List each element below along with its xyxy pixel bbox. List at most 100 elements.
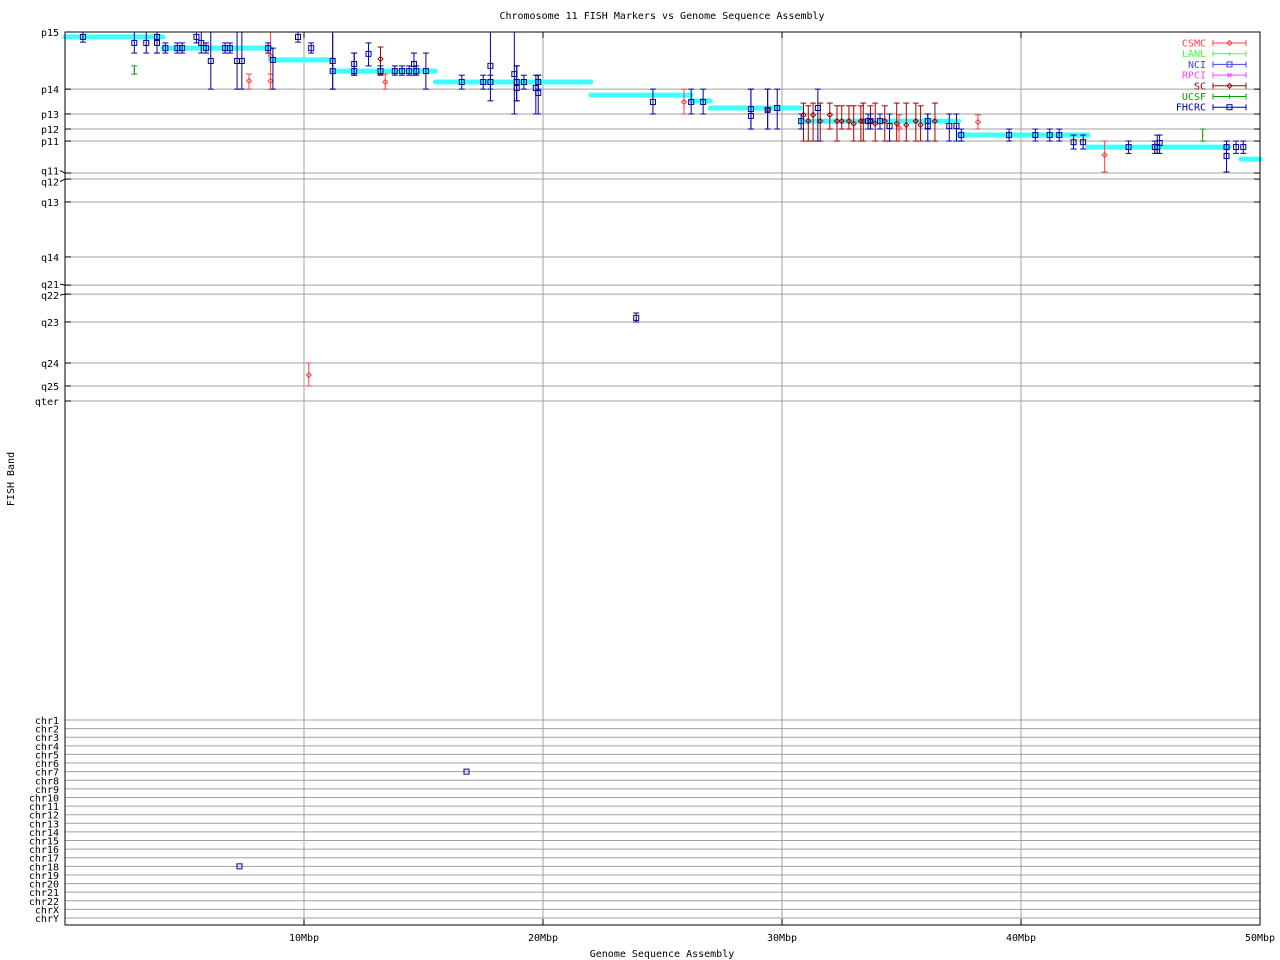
legend-label: NCI (1188, 60, 1206, 71)
point-marker (876, 118, 883, 125)
point-marker (903, 121, 910, 129)
band-label-leader (59, 170, 66, 174)
point-marker (308, 45, 315, 52)
point-marker (382, 78, 389, 86)
band-label: p11 (41, 137, 59, 148)
legend-label: LANL (1182, 49, 1206, 60)
point-marker (305, 371, 312, 379)
point-marker (238, 57, 245, 64)
chromosome-label: chr21 (29, 888, 59, 899)
point-marker (520, 79, 527, 86)
data-point (903, 102, 910, 142)
band-label: p13 (41, 110, 59, 121)
point-marker (1233, 144, 1240, 151)
point-marker (131, 39, 138, 46)
data-point (876, 113, 883, 130)
point-marker (1006, 132, 1013, 139)
data-point (1056, 128, 1063, 142)
chromosome-label: chrY (35, 914, 59, 925)
data-point (377, 65, 384, 76)
data-point (245, 73, 253, 90)
point-marker (1156, 139, 1163, 146)
point-marker (487, 62, 494, 69)
point-marker (410, 60, 417, 67)
data-point (1070, 134, 1077, 150)
x-tick-label: 40Mbp (1006, 933, 1036, 944)
data-point (809, 102, 817, 142)
band-label-leader (59, 293, 66, 296)
point-marker (295, 33, 302, 40)
data-point (513, 65, 520, 102)
point-marker (881, 117, 888, 125)
data-points (79, 31, 1247, 870)
chromosome-label: chr12 (29, 811, 59, 822)
data-point (131, 31, 138, 54)
point-marker (143, 39, 150, 46)
point-marker (826, 111, 834, 119)
chromosome-label: chr3 (35, 733, 59, 744)
point-marker (747, 112, 754, 119)
legend-marker (1226, 104, 1233, 111)
band-label: q23 (41, 318, 59, 329)
data-point (226, 42, 233, 54)
data-point (520, 74, 527, 90)
point-marker (422, 68, 429, 75)
data-point (305, 362, 312, 387)
point-marker (633, 314, 640, 321)
point-marker (207, 57, 214, 64)
point-marker (391, 68, 398, 75)
point-marker (413, 68, 420, 75)
chromosome-label: chr5 (35, 750, 59, 761)
point-marker (269, 56, 276, 63)
series-ucsf (131, 65, 1206, 142)
point-marker (974, 118, 982, 126)
data-point (295, 31, 302, 43)
data-point (458, 74, 465, 90)
legend-entry-nci: NCI (1188, 60, 1247, 71)
data-point (680, 88, 688, 115)
data-point (814, 88, 821, 142)
legend-marker (1226, 61, 1233, 68)
point-marker (480, 79, 487, 86)
data-point (1101, 140, 1108, 173)
point-marker (535, 89, 542, 96)
data-point (480, 74, 487, 90)
data-point (1199, 128, 1206, 142)
band-label: qter (35, 397, 59, 408)
point-marker (226, 45, 233, 52)
point-marker (924, 123, 931, 130)
data-point (886, 113, 893, 142)
x-tick-label: 50Mbp (1245, 933, 1275, 944)
chromosome-label: chr22 (29, 897, 59, 908)
data-point (867, 113, 874, 130)
data-point (1240, 140, 1247, 154)
point-marker (805, 117, 812, 125)
point-marker (406, 68, 413, 75)
data-point (917, 105, 924, 142)
legend-label: SC (1194, 81, 1206, 92)
point-marker (680, 98, 688, 106)
data-point (974, 114, 982, 130)
data-point (764, 88, 771, 130)
chromosome-label: chr15 (29, 837, 59, 848)
gridlines (65, 32, 1261, 925)
data-point (931, 102, 939, 142)
chromosome-label: chr4 (35, 742, 59, 753)
x-axis-label: Genome Sequence Assembly (590, 949, 735, 960)
legend-label: RPCI (1182, 71, 1206, 82)
x-tick-label: 30Mbp (767, 933, 797, 944)
point-marker (886, 123, 893, 130)
data-point (207, 31, 214, 90)
data-point (958, 128, 965, 142)
point-marker (850, 120, 857, 127)
band-label: q11 (41, 167, 59, 178)
data-point (1032, 128, 1039, 142)
data-point (162, 42, 169, 54)
x-tick-label: 20Mbp (528, 933, 558, 944)
band-label: p14 (41, 85, 59, 96)
data-point (798, 113, 805, 130)
chromosome-label: chr6 (35, 759, 59, 770)
